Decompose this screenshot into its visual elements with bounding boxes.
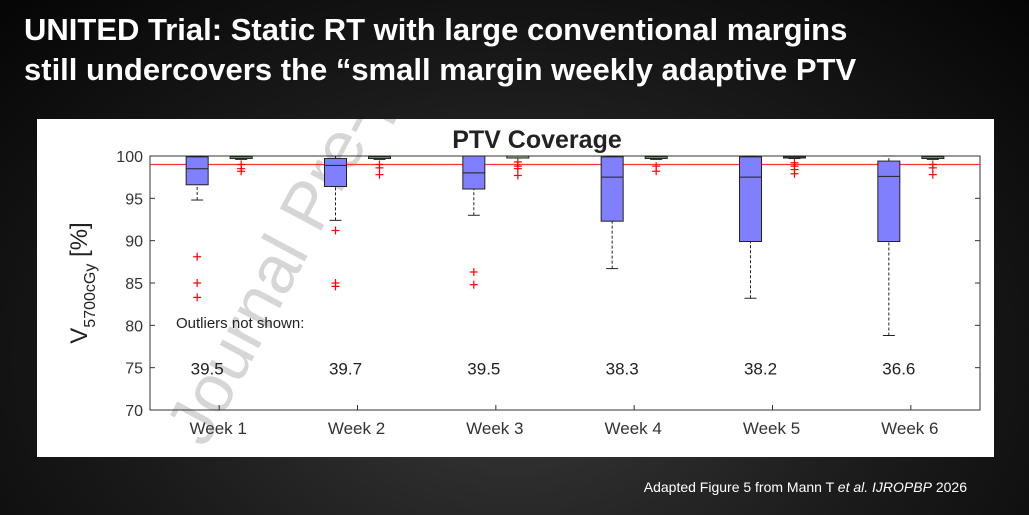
x-tick-label: Week 5 <box>743 419 800 438</box>
static-box <box>600 156 624 222</box>
outlier-marker <box>375 170 384 179</box>
figure-caption: Adapted Figure 5 from Mann T et al. IJRO… <box>644 479 967 495</box>
outlier-marker <box>928 170 937 179</box>
plot-area: 70 75 80 85 90 95 100 V5700cGy [%] Week 1 Week 2 W… <box>66 149 981 438</box>
chart-figure: Journal Pre-proof PTV Coverage 70 75 80 85 9… <box>37 119 994 457</box>
x-tick-label: Week 3 <box>466 419 523 438</box>
y-axis-label-unit: [%] <box>66 222 93 263</box>
y-axis-label: V5700cGy [%] <box>66 222 99 343</box>
slide-title-line1: UNITED Trial: Static RT with large conve… <box>24 12 848 47</box>
static-box <box>877 160 901 243</box>
outlier-value: 39.7 <box>329 360 362 379</box>
outlier-marker <box>193 279 202 287</box>
outlier-marker <box>469 267 478 276</box>
static-box <box>324 158 347 187</box>
static-box <box>185 156 209 186</box>
y-tick-label: 70 <box>125 403 143 420</box>
y-tick-label: 75 <box>125 361 143 378</box>
x-tick-label: Week 1 <box>190 419 247 438</box>
caption-etal: et al. <box>837 479 869 495</box>
outlier-marker <box>237 167 246 176</box>
ptv-coverage-chart: Journal Pre-proof PTV Coverage 707580859… <box>66 119 981 456</box>
outlier-marker <box>513 171 522 180</box>
outlier-marker <box>790 169 799 178</box>
outlier-value: 36.6 <box>882 360 915 379</box>
outlier-marker <box>513 164 522 173</box>
outlier-marker <box>469 280 478 289</box>
y-tick-label: 80 <box>125 318 143 335</box>
slide-title: UNITED Trial: Static RT with large conve… <box>24 10 1014 90</box>
outlier-note: Outliers not shown: <box>176 315 304 332</box>
outlier-marker <box>928 163 937 172</box>
outlier-marker <box>193 252 202 261</box>
outlier-marker <box>331 282 340 291</box>
y-tick-label: 95 <box>125 191 143 208</box>
x-tick-label: Week 6 <box>881 419 938 438</box>
y-tick-label: 90 <box>125 234 143 251</box>
outlier-marker <box>331 226 340 235</box>
outlier-value: 38.2 <box>744 360 777 379</box>
y-tick-label: 85 <box>125 276 143 293</box>
y-tick-label: 100 <box>116 149 143 166</box>
y-axis-label-sub: 5700cGy <box>82 264 99 328</box>
y-axis-label-main: V <box>66 328 93 344</box>
outlier-marker <box>193 293 202 302</box>
outlier-marker <box>375 163 384 172</box>
x-tick-label: Week 2 <box>328 419 385 438</box>
caption-journal: IJROPBP <box>872 479 932 495</box>
x-tick-label: Week 4 <box>605 419 662 438</box>
outlier-value: 38.3 <box>606 360 639 379</box>
slide-title-line2: still undercovers the “small margin week… <box>24 52 857 87</box>
caption-prefix: Adapted Figure 5 from Mann T <box>643 479 834 495</box>
static-box <box>739 156 762 243</box>
outlier-value: 39.5 <box>191 360 224 379</box>
outlier-marker <box>652 167 661 176</box>
caption-year: 2026 <box>935 479 967 495</box>
chart-title: PTV Coverage <box>452 126 622 154</box>
outlier-value: 39.5 <box>467 360 500 379</box>
